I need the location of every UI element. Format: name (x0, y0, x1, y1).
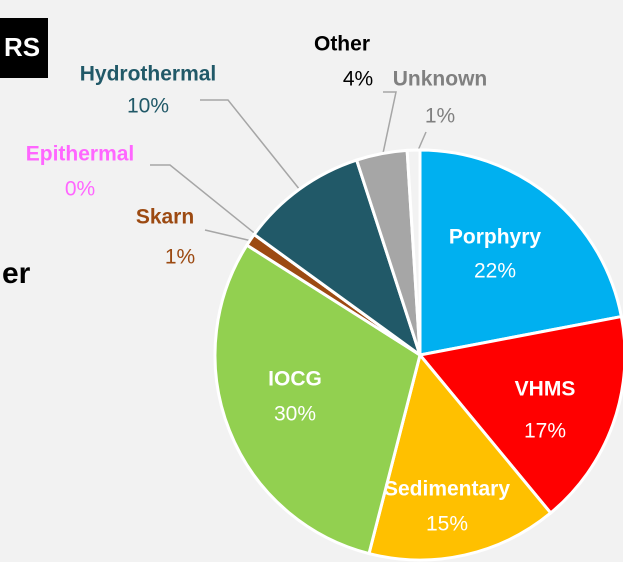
slice-name: Skarn (136, 206, 194, 229)
slice-name: Sedimentary (384, 478, 510, 501)
pie-slice (252, 158, 423, 359)
slice-value-label: 22% (474, 260, 516, 283)
slice-value-label: 4% (343, 68, 373, 91)
slice-name: Hydrothermal (80, 63, 217, 86)
slice-value-label: 1% (165, 246, 195, 269)
slice-value-label: 15% (426, 513, 468, 536)
slice-name: Unknown (393, 68, 488, 91)
slice-value-label: 30% (274, 403, 316, 426)
slice-name: IOCG (268, 368, 322, 391)
leader-line (150, 164, 259, 237)
badge-text: RS (4, 32, 40, 62)
slice-name: Other (314, 33, 370, 56)
pie-slice (213, 243, 422, 556)
slice-value-label: 0% (65, 178, 95, 201)
slice-name: Epithermal (26, 143, 135, 166)
slice-value-label: 17% (524, 420, 566, 443)
pie-slice (405, 148, 422, 356)
pie-slice (367, 351, 553, 562)
badge-box (0, 18, 48, 78)
title-fragment: er (2, 257, 31, 290)
leader-lines (150, 91, 427, 242)
slice-name: Porphyry (449, 226, 542, 249)
slice-name: VHMS (515, 378, 576, 401)
slice-value-label: 10% (127, 95, 169, 118)
pie-slice (417, 314, 623, 516)
slice-value-label: 1% (425, 105, 455, 128)
leader-line (204, 229, 253, 242)
pie-slice (418, 148, 623, 357)
leader-line (381, 91, 397, 159)
leader-line (200, 99, 301, 191)
